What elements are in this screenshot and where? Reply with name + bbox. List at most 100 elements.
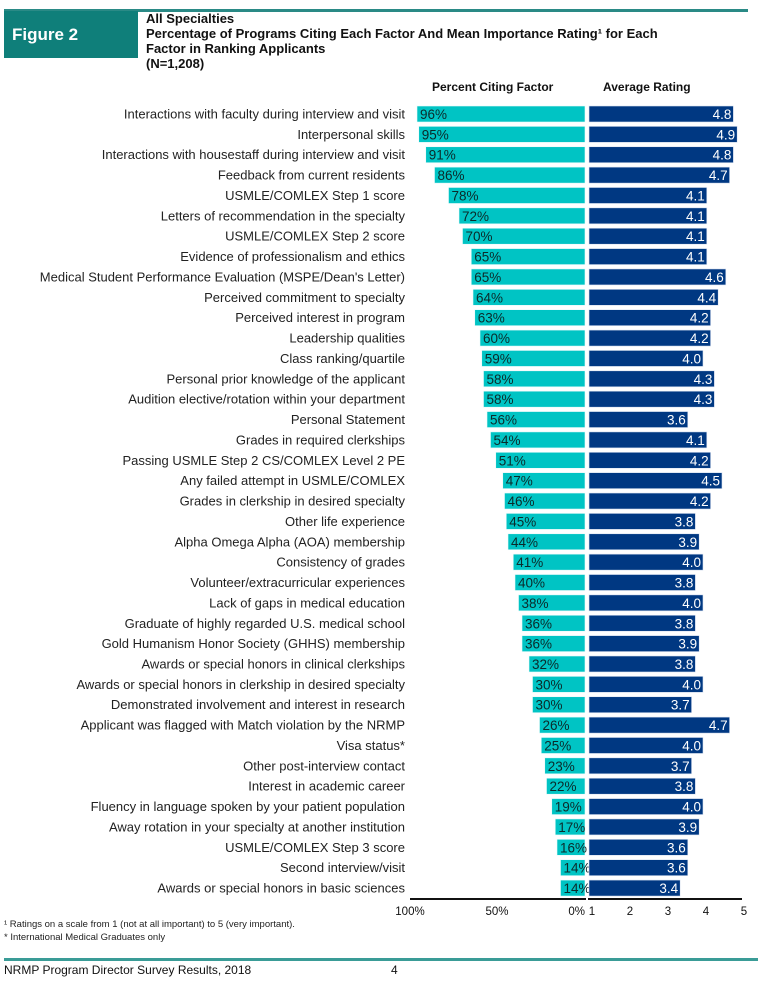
category-label: Evidence of professionalism and ethics	[180, 249, 405, 264]
percent-value-label: 38%	[522, 596, 549, 611]
rating-bar	[588, 696, 692, 714]
rating-bar	[588, 859, 689, 876]
percent-value-label: 19%	[555, 800, 582, 815]
figure-label-text: Figure 2	[12, 24, 79, 44]
category-label: Visa status*	[337, 738, 405, 753]
rating-bar	[588, 370, 715, 388]
rating-value-label: 4.1	[686, 188, 705, 203]
percent-bar	[556, 839, 586, 856]
category-label: Volunteer/extracurricular experiences	[190, 575, 405, 590]
percent-value-label: 86%	[438, 168, 465, 183]
percent-bar	[504, 492, 586, 510]
rating-value-label: 4.0	[682, 800, 701, 815]
column-header-rating: Average Rating	[603, 80, 691, 94]
rating-value-label: 4.2	[690, 494, 709, 509]
category-label: Awards or special honors in clinical cle…	[142, 656, 406, 671]
rating-bar	[588, 839, 689, 856]
category-label: Demonstrated involvement and interest in…	[111, 697, 405, 712]
rating-value-label: 4.4	[697, 290, 716, 305]
rating-value-label: 3.7	[671, 698, 690, 713]
rating-bar	[588, 492, 711, 510]
percent-value-label: 41%	[516, 555, 543, 570]
percent-value-label: 72%	[462, 209, 489, 224]
rating-bar	[588, 676, 704, 693]
rating-bar	[588, 309, 711, 327]
category-label: Grades in clerkship in desired specialty	[180, 494, 406, 509]
rating-tick-label: 4	[703, 906, 710, 918]
rating-value-label: 4.8	[713, 107, 732, 122]
percent-bar	[505, 513, 586, 530]
rating-value-label: 4.0	[682, 738, 701, 753]
percent-value-label: 96%	[420, 107, 447, 122]
category-label: Personal prior knowledge of the applican…	[167, 371, 406, 386]
category-label: Awards or special honors in clerkship in…	[76, 677, 405, 692]
category-label: Lack of gaps in medical education	[209, 595, 405, 610]
percent-value-label: 78%	[452, 188, 479, 203]
percent-value-label: 17%	[558, 820, 585, 835]
percent-bar	[462, 227, 586, 245]
percent-value-label: 58%	[487, 392, 514, 407]
rating-value-label: 4.3	[694, 392, 713, 407]
rating-bar	[588, 105, 734, 123]
percent-bar	[479, 329, 586, 347]
percent-value-label: 45%	[509, 514, 536, 529]
percent-bar	[551, 798, 586, 815]
rating-value-label: 4.7	[709, 718, 728, 733]
rating-bar	[588, 737, 704, 754]
percent-bar	[483, 390, 586, 408]
category-label: Personal Statement	[291, 412, 406, 427]
category-label: Grades in required clerkships	[236, 432, 406, 447]
percent-value-label: 54%	[494, 433, 521, 448]
percent-value-label: 36%	[525, 616, 552, 631]
percent-value-label: 51%	[499, 453, 526, 468]
top-rule	[4, 9, 748, 12]
category-label: USMLE/COMLEX Step 1 score	[225, 188, 405, 203]
rating-value-label: 3.8	[675, 616, 694, 631]
category-label: Second interview/visit	[280, 860, 405, 875]
rating-bar	[588, 329, 711, 347]
rating-bar	[588, 350, 704, 367]
rating-bar	[588, 126, 738, 143]
percent-value-label: 65%	[474, 270, 501, 285]
category-label: Audition elective/rotation within your d…	[128, 392, 405, 407]
category-label: Any failed attempt in USMLE/COMLEX	[180, 473, 405, 488]
percent-value-label: 14%	[564, 881, 591, 896]
rating-value-label: 3.6	[667, 840, 686, 855]
rating-value-label: 3.8	[675, 657, 694, 672]
category-label: Interactions with faculty during intervi…	[124, 107, 405, 122]
percent-value-label: 59%	[485, 351, 512, 366]
rating-value-label: 3.6	[667, 861, 686, 876]
figure-title-block: All Specialties Percentage of Programs C…	[146, 11, 658, 71]
percent-value-label: 91%	[429, 148, 456, 163]
percent-tick-label: 0%	[568, 906, 585, 918]
percent-bar	[528, 655, 586, 673]
percent-value-label: 60%	[483, 331, 510, 346]
rating-tick-label: 1	[589, 906, 595, 918]
rating-value-label: 3.7	[671, 759, 690, 774]
percent-value-label: 46%	[508, 494, 535, 509]
rating-value-label: 3.8	[675, 779, 694, 794]
percent-bar	[540, 737, 586, 754]
rating-value-label: 4.5	[701, 474, 720, 489]
rating-bar	[588, 146, 734, 164]
percent-tick-label: 50%	[485, 906, 508, 918]
category-label: Class ranking/quartile	[280, 351, 405, 366]
bottom-rule	[4, 958, 758, 961]
category-label: Other post-interview contact	[243, 758, 405, 773]
percent-value-label: 14%	[564, 861, 591, 876]
rating-tick-label: 5	[741, 906, 747, 918]
percent-bar	[458, 207, 586, 225]
percent-bar	[514, 574, 586, 591]
rating-value-label: 4.7	[709, 168, 728, 183]
rating-bar	[588, 268, 727, 286]
rating-bar	[588, 553, 704, 571]
percent-bar	[448, 187, 586, 204]
percent-value-label: 70%	[466, 229, 493, 244]
title-line-main-1: Percentage of Programs Citing Each Facto…	[146, 26, 658, 41]
chart-svg: Interactions with faculty during intervi…	[40, 105, 747, 918]
rating-bar	[588, 614, 696, 632]
percent-value-label: 32%	[532, 657, 559, 672]
category-label: Medical Student Performance Evaluation (…	[40, 269, 405, 284]
footnote-ratings-scale: ¹ Ratings on a scale from 1 (not at all …	[4, 919, 295, 930]
percent-bar	[539, 716, 586, 734]
